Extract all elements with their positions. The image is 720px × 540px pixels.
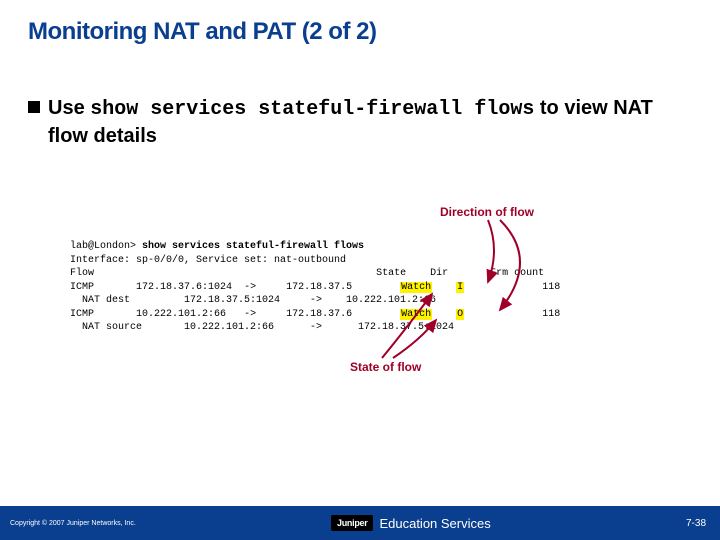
footer-bar: Copyright © 2007 Juniper Networks, Inc. … [0, 506, 720, 540]
copyright-text: Copyright © 2007 Juniper Networks, Inc. [10, 520, 136, 527]
r2-frm: 118 [542, 309, 560, 320]
bullet-command: show services stateful-firewall flows [90, 98, 534, 121]
hdr-flow: Flow [70, 268, 94, 279]
r1-arrow: -> [244, 282, 256, 293]
prompt: lab@London> [70, 241, 142, 252]
r1-dst: 172.18.37.5 [286, 282, 352, 293]
r2-nat: NAT source 10.222.101.2:66 -> 172.18.37.… [70, 322, 454, 333]
juniper-logo-icon: Juniper [331, 515, 373, 531]
hdr-dir: Dir [430, 268, 448, 279]
callout-state: State of flow [350, 360, 421, 374]
r2-arrow: -> [244, 309, 256, 320]
r2-dst: 172.18.37.6 [286, 309, 352, 320]
r1-frm: 118 [542, 282, 560, 293]
bullet-text: Use show services stateful-firewall flow… [48, 95, 692, 149]
r1-nat: NAT dest 172.18.37.5:1024 -> 10.222.101.… [70, 295, 436, 306]
bullet-square-icon [28, 101, 40, 113]
r2-src: 10.222.101.2:66 [136, 309, 226, 320]
callout-direction: Direction of flow [440, 205, 534, 219]
bullet-pre: Use [48, 97, 90, 119]
r1-proto: ICMP [70, 282, 94, 293]
terminal-cmd: show services stateful-firewall flows [142, 241, 364, 252]
r1-src: 172.18.37.6:1024 [136, 282, 232, 293]
r2-state: Watch [400, 309, 432, 320]
hdr-state: State [376, 268, 406, 279]
page-number: 7-38 [686, 518, 706, 529]
r1-state: Watch [400, 282, 432, 293]
footer-center: Juniper Education Services [136, 515, 686, 531]
r2-dir: O [456, 309, 464, 320]
terminal-output: lab@London> show services stateful-firew… [70, 240, 560, 335]
terminal-line2: Interface: sp-0/0/0, Service set: nat-ou… [70, 255, 346, 266]
r1-dir: I [456, 282, 464, 293]
bullet-block: Use show services stateful-firewall flow… [28, 95, 692, 149]
education-services-label: Education Services [379, 516, 490, 531]
hdr-frm: Frm count [490, 268, 544, 279]
slide-title: Monitoring NAT and PAT (2 of 2) [28, 18, 376, 46]
r2-proto: ICMP [70, 309, 94, 320]
